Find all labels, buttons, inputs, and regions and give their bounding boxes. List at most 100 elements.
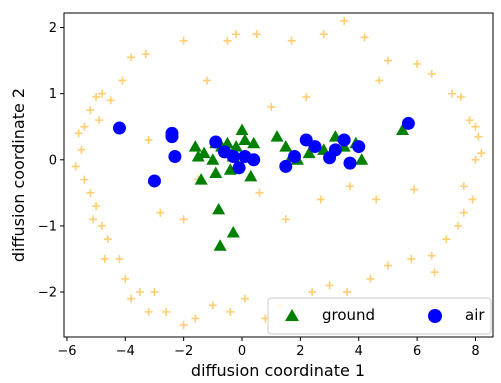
- data-point: [232, 161, 246, 175]
- data-point: [162, 307, 171, 316]
- data-point: [150, 288, 159, 297]
- data-point: [238, 133, 252, 145]
- data-point: [465, 116, 474, 125]
- data-point: [372, 195, 381, 204]
- data-point: [194, 173, 208, 185]
- data-point: [179, 36, 188, 45]
- data-point: [281, 215, 290, 224]
- data-point: [147, 174, 161, 188]
- data-point: [355, 153, 369, 165]
- data-point: [279, 140, 293, 152]
- legend-ground-label: ground: [322, 306, 375, 324]
- data-point: [223, 36, 232, 45]
- x-tick-label: 4: [355, 344, 363, 359]
- data-point: [244, 169, 258, 182]
- data-point: [252, 30, 261, 39]
- data-point: [456, 92, 465, 101]
- data-point: [121, 274, 130, 283]
- data-point: [383, 56, 392, 65]
- plot-frame: [63, 12, 494, 338]
- data-point: [270, 130, 284, 142]
- x-tick-label: −4: [116, 344, 135, 359]
- data-point: [471, 122, 480, 131]
- data-point: [352, 140, 366, 154]
- data-point: [212, 202, 226, 215]
- y-axis-title: diffusion coordinate 2: [9, 88, 28, 262]
- series-series-0: [71, 16, 486, 330]
- y-tick-label: −1: [38, 219, 57, 234]
- points-layer: [71, 16, 486, 330]
- data-point: [209, 135, 223, 149]
- data-point: [279, 159, 293, 173]
- legend-air-marker: [428, 309, 442, 323]
- data-point: [106, 96, 115, 105]
- y-axis-ticks: −2 −1 0 1 2: [38, 21, 64, 301]
- data-point: [127, 294, 136, 303]
- data-point: [232, 30, 241, 39]
- data-point: [97, 221, 106, 230]
- data-point: [208, 301, 217, 310]
- data-point: [97, 89, 106, 98]
- data-point: [427, 251, 436, 260]
- data-point: [410, 185, 419, 194]
- data-point: [340, 16, 349, 25]
- data-point: [337, 133, 351, 147]
- x-tick-label: 6: [413, 344, 421, 359]
- data-point: [360, 33, 369, 42]
- data-point: [92, 92, 101, 101]
- data-point: [308, 140, 322, 154]
- data-point: [302, 146, 316, 159]
- data-point: [413, 59, 422, 68]
- data-point: [375, 76, 384, 85]
- data-point: [448, 89, 457, 98]
- data-point: [115, 254, 124, 263]
- data-point: [80, 175, 89, 184]
- data-point: [89, 215, 98, 224]
- data-point: [407, 254, 416, 263]
- data-point: [118, 76, 127, 85]
- data-point: [247, 136, 261, 149]
- data-point: [226, 149, 240, 163]
- data-point: [179, 321, 188, 330]
- data-point: [226, 307, 235, 316]
- data-point: [267, 102, 276, 111]
- legend: ground air: [267, 297, 492, 335]
- data-point: [401, 116, 415, 130]
- data-point: [288, 149, 302, 163]
- data-point: [100, 254, 109, 263]
- data-point: [135, 288, 144, 297]
- data-point: [328, 143, 342, 157]
- data-point: [197, 146, 211, 159]
- data-point: [442, 235, 451, 244]
- data-point: [477, 149, 486, 158]
- data-point: [427, 69, 436, 78]
- data-point: [471, 155, 480, 164]
- data-point: [308, 288, 317, 297]
- x-tick-label: −2: [174, 344, 193, 359]
- data-point: [459, 182, 468, 191]
- data-point: [188, 140, 202, 152]
- data-point: [209, 166, 223, 179]
- data-point: [165, 130, 179, 144]
- data-point: [366, 274, 375, 283]
- x-tick-label: 0: [238, 344, 246, 359]
- x-tick-label: 8: [471, 344, 479, 359]
- data-point: [453, 221, 462, 230]
- data-point: [80, 122, 89, 131]
- data-point: [144, 135, 153, 144]
- y-tick-label: 2: [49, 21, 57, 36]
- data-point: [95, 116, 104, 125]
- data-point: [141, 49, 150, 58]
- data-point: [226, 226, 240, 238]
- data-point: [223, 163, 237, 175]
- legend-ground-marker: [285, 309, 299, 321]
- data-point: [343, 156, 357, 170]
- data-point: [86, 188, 95, 197]
- data-point: [430, 268, 439, 277]
- data-point: [206, 153, 220, 165]
- data-point: [459, 208, 468, 217]
- data-point: [191, 314, 200, 323]
- data-point: [71, 162, 80, 171]
- data-point: [156, 208, 165, 217]
